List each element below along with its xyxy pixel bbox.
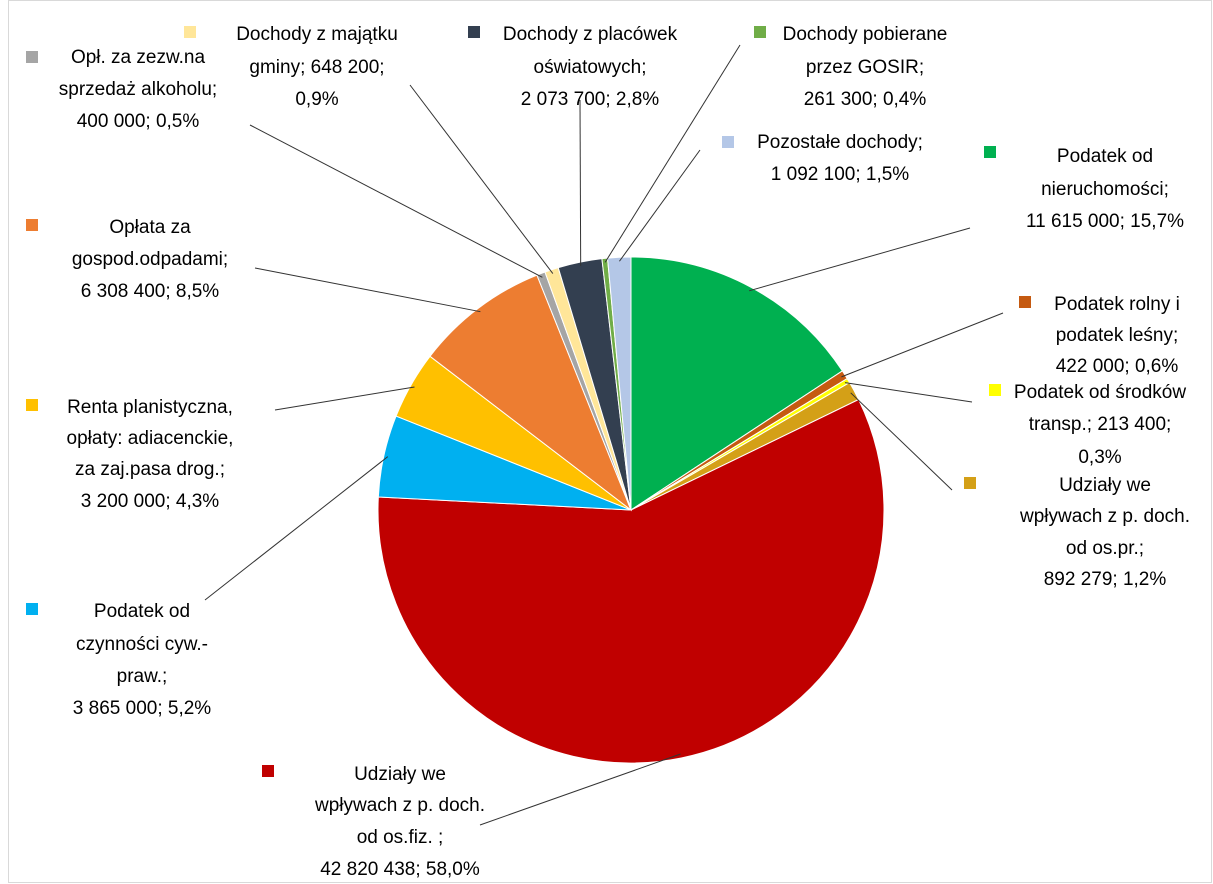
data-label: sprzedaż alkoholu; — [59, 79, 217, 100]
leader-line — [844, 382, 973, 403]
legend-marker — [26, 603, 38, 615]
legend-marker — [1019, 296, 1031, 308]
data-label: 3 865 000; 5,2% — [73, 698, 211, 719]
data-label: 1 092 100; 1,5% — [771, 164, 909, 185]
data-label: Dochody pobierane — [783, 24, 948, 45]
data-label: Dochody z placówek — [503, 24, 678, 45]
leader-line — [479, 753, 681, 826]
data-label: Udziały we — [1059, 475, 1151, 496]
legend-marker — [26, 51, 38, 63]
pie-slice — [630, 256, 844, 511]
data-label: Opłata za — [109, 217, 191, 238]
legend-marker — [989, 384, 1001, 396]
data-label: przez GOSIR; — [806, 57, 924, 78]
leader-line — [850, 392, 953, 491]
leader-line — [249, 124, 543, 278]
data-label: 3 200 000; 4,3% — [81, 491, 219, 512]
legend-marker — [964, 477, 976, 489]
data-label: wpływach z p. doch. — [314, 795, 485, 816]
data-label: praw.; — [117, 666, 168, 687]
data-label: Podatek rolny i — [1054, 294, 1180, 315]
data-label: za zaj.pasa drog.; — [75, 459, 225, 480]
data-label: 0,3% — [1078, 447, 1121, 468]
legend-marker — [184, 26, 196, 38]
legend-marker — [984, 146, 996, 158]
data-label: gminy; 648 200; — [249, 57, 384, 78]
data-label: Podatek od — [94, 601, 190, 622]
data-label: 6 308 400; 8,5% — [81, 281, 219, 302]
data-label: podatek leśny; — [1056, 325, 1179, 346]
legend-marker — [468, 26, 480, 38]
legend-marker — [754, 26, 766, 38]
leader-line — [841, 312, 1004, 378]
data-label: od os.pr.; — [1066, 538, 1144, 559]
data-label: 892 279; 1,2% — [1044, 569, 1167, 590]
data-label: wpływach z p. doch. — [1019, 506, 1190, 527]
data-label: 2 073 700; 2,8% — [521, 89, 659, 110]
data-label: od os.fiz. ; — [357, 827, 444, 848]
legend-marker — [722, 136, 734, 148]
data-label: Udziały we — [354, 764, 446, 785]
pie-slice — [377, 398, 885, 764]
leader-line — [409, 84, 554, 274]
data-label: transp.; 213 400; — [1029, 414, 1172, 435]
data-label: opłaty: adiacenckie, — [67, 428, 234, 449]
leader-line — [274, 386, 415, 411]
data-label: oświatowych; — [534, 57, 647, 78]
leader-line — [204, 456, 389, 601]
data-label: 261 300; 0,4% — [804, 89, 927, 110]
data-label: 11 615 000; 15,7% — [1026, 211, 1184, 232]
data-label: nieruchomości; — [1041, 179, 1169, 200]
data-label: gospod.odpadami; — [72, 249, 228, 270]
pie-slice — [429, 274, 633, 512]
data-label: czynności cyw.- — [76, 634, 208, 655]
data-label: Opł. za zezw.na — [71, 47, 206, 68]
leader-line — [749, 227, 971, 292]
leader-line — [619, 149, 701, 262]
legend-marker — [26, 219, 38, 231]
data-label: Renta planistyczna, — [67, 397, 233, 418]
leader-line — [604, 44, 741, 263]
data-label: Pozostałe dochody; — [757, 132, 923, 153]
data-label: Dochody z majątku — [236, 24, 398, 45]
leader-line — [254, 267, 481, 313]
leader-line — [579, 99, 582, 267]
data-label: 400 000; 0,5% — [77, 111, 200, 132]
data-label: 422 000; 0,6% — [1056, 356, 1179, 377]
data-label: Podatek od środków — [1014, 382, 1186, 403]
data-label: 42 820 438; 58,0% — [320, 859, 480, 880]
legend-marker — [26, 399, 38, 411]
data-label: Podatek od — [1057, 146, 1153, 167]
legend-marker — [262, 765, 274, 777]
data-label: 0,9% — [295, 89, 338, 110]
